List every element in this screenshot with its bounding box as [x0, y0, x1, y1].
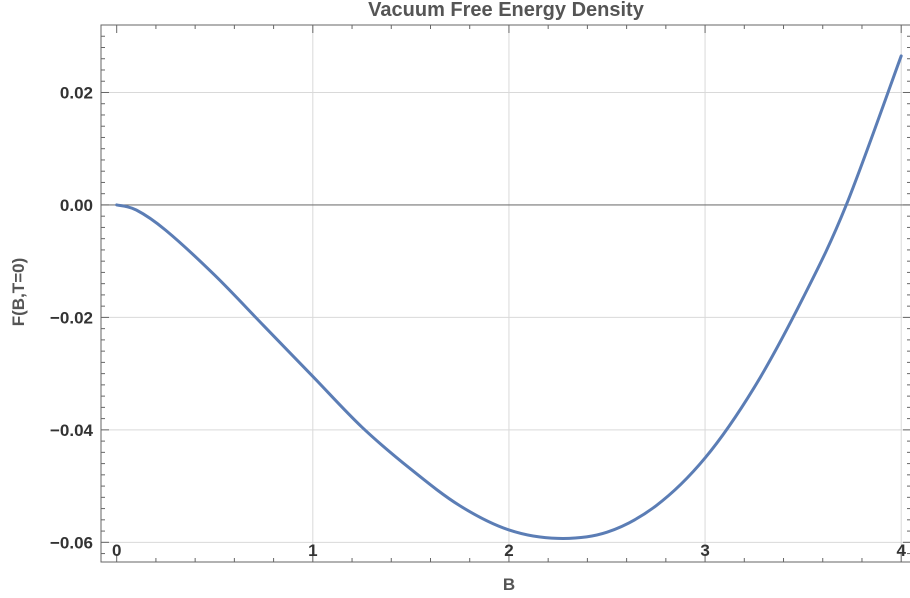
chart-title: Vacuum Free Energy Density — [368, 0, 645, 21]
y-tick-label: −0.02 — [50, 308, 93, 327]
grid-lines — [101, 25, 910, 562]
x-axis-label: B — [503, 575, 515, 594]
series-line — [115, 54, 903, 540]
x-tick-labels: 0 1 2 3 4 — [112, 541, 907, 560]
x-tick-label: 3 — [700, 541, 709, 560]
axis-ticks — [101, 25, 910, 562]
x-tick-label: 1 — [308, 541, 317, 560]
y-tick-label: 0.02 — [60, 83, 93, 102]
x-tick-label: 2 — [504, 541, 513, 560]
y-tick-labels: 0.02 0.00 −0.02 −0.04 −0.06 — [50, 83, 94, 552]
x-tick-label: 4 — [896, 541, 906, 560]
y-tick-label: −0.06 — [50, 533, 93, 552]
series-layer — [115, 54, 903, 540]
y-axis-label: F(B,T=0) — [9, 258, 28, 326]
y-tick-label: −0.04 — [50, 421, 94, 440]
y-tick-label: 0.00 — [60, 196, 93, 215]
x-tick-label: 0 — [112, 541, 121, 560]
plot-frame — [100, 24, 910, 563]
